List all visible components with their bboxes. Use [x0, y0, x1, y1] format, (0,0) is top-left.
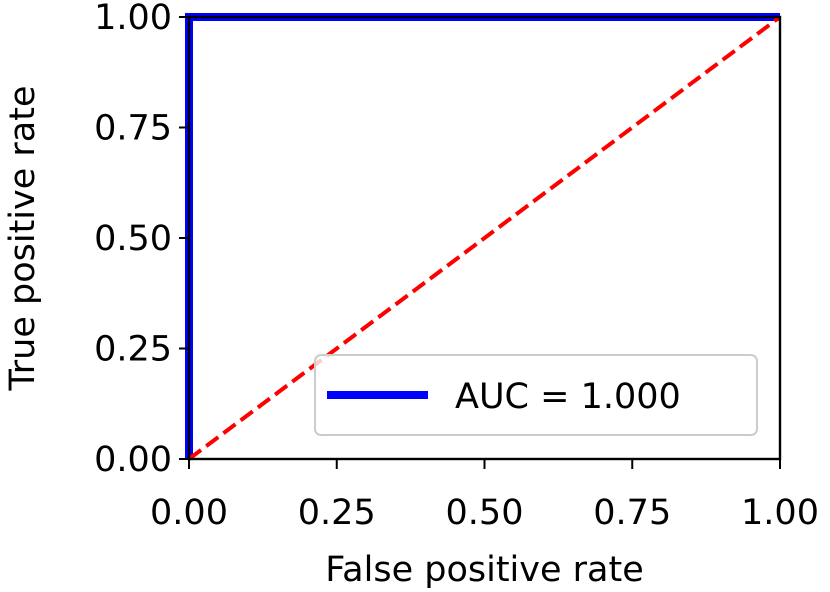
- y-tick-label: 0.25: [94, 330, 172, 370]
- x-tick-label: 0.00: [150, 493, 228, 533]
- y-tick-label: 0.00: [94, 440, 172, 480]
- x-tick-label: 0.25: [298, 493, 376, 533]
- series-line-1: [187, 15, 782, 461]
- x-axis: 0.00 0.25 0.50 0.75 1.00: [150, 459, 819, 533]
- legend-box: [314, 354, 758, 436]
- x-tick-label: 0.50: [446, 493, 524, 533]
- y-tick-label: 0.50: [94, 219, 172, 259]
- legend: AUC = 1.000: [314, 354, 758, 436]
- y-tick-label: 1.00: [94, 0, 172, 38]
- x-tick-label: 0.75: [593, 493, 671, 533]
- x-axis-label: False positive rate: [325, 550, 644, 590]
- x-tick-label: 1.00: [741, 493, 819, 533]
- legend-label-auc: AUC = 1.000: [455, 377, 681, 417]
- y-axis: 0.00 0.25 0.50 0.75 1.00: [94, 0, 189, 480]
- y-axis-label: True positive rate: [3, 86, 43, 392]
- y-tick-label: 0.75: [94, 109, 172, 149]
